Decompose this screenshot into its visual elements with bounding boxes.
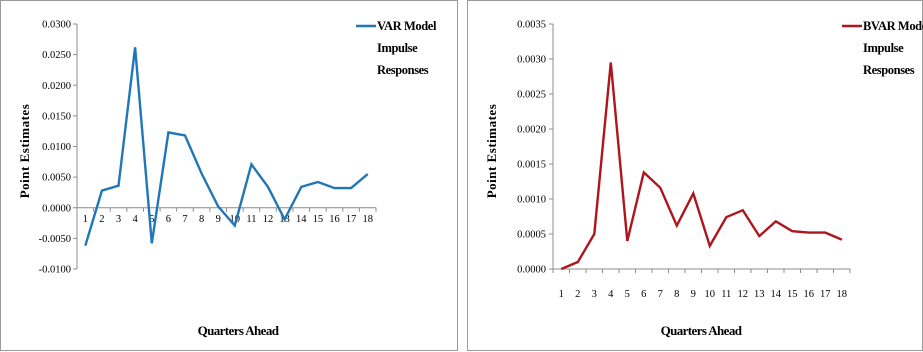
x-tick-label: 3: [116, 214, 121, 225]
y-tick-label: -0.0100: [39, 265, 71, 276]
x-tick-label: 7: [658, 289, 663, 300]
x-tick-label: 15: [313, 214, 324, 225]
x-tick-label: 17: [346, 214, 357, 225]
series-line: [561, 63, 842, 270]
x-tick-label: 4: [608, 289, 614, 300]
series-line: [85, 47, 367, 245]
x-tick-label: 4: [133, 214, 139, 225]
y-tick-label: 0.0020: [517, 125, 546, 136]
x-tick-label: 18: [837, 289, 848, 300]
x-tick-label: 17: [820, 289, 831, 300]
x-tick-label: 1: [83, 214, 88, 225]
legend-label: Impulse: [377, 41, 418, 55]
var-chart: 0.0300 0.0250 0.0200 0.0150 0.0100 0.0050 0.00…: [1, 1, 459, 352]
y-tick-label: 0.0150: [42, 111, 71, 122]
x-tick-label: 14: [771, 289, 782, 300]
x-tick-label: 5: [625, 289, 630, 300]
x-tick-label: 13: [754, 289, 765, 300]
y-tick-label: 0.0300: [42, 20, 71, 31]
y-tick-label: 0.0030: [517, 55, 546, 66]
y-tick-label: 0.0250: [42, 50, 71, 61]
x-tick-label: 11: [721, 289, 731, 300]
x-tick-label: 12: [738, 289, 749, 300]
x-tick-label: 18: [362, 214, 373, 225]
y-tick-label: 0.0200: [42, 81, 71, 92]
y-tick-label: 0.0000: [42, 203, 71, 214]
y-axis-title: Point Estimates: [484, 104, 499, 199]
x-tick-label: 16: [329, 214, 340, 225]
var-chart-panel: 0.0300 0.0250 0.0200 0.0150 0.0100 0.0050 0.00…: [0, 0, 458, 351]
x-tick-label: 10: [705, 289, 716, 300]
x-tick-label: 8: [199, 214, 204, 225]
x-tick-label: 9: [691, 289, 696, 300]
legend-label: BVAR Model: [863, 19, 923, 33]
y-tick-label: 0.0015: [517, 160, 546, 171]
x-tick-label: 8: [674, 289, 679, 300]
x-tick-label: 6: [166, 214, 171, 225]
y-tick-label: 0.0100: [42, 142, 71, 153]
x-tick-label: 12: [263, 214, 274, 225]
x-tick-label: 14: [296, 214, 307, 225]
y-tick-label: 0.0050: [42, 173, 71, 184]
legend-label: Responses: [377, 63, 429, 77]
x-tick-label: 16: [804, 289, 815, 300]
x-tick-label: 7: [182, 214, 187, 225]
x-tick-label: 3: [592, 289, 597, 300]
x-tick-label: 2: [99, 214, 104, 225]
y-tick-label: 0.0035: [517, 20, 546, 31]
bvar-chart: 0.0035 0.0030 0.0025 0.0020 0.0015 0.0010 0.00…: [468, 1, 923, 352]
y-tick-label: -0.0050: [39, 234, 71, 245]
y-tick-label: 0.0005: [517, 230, 546, 241]
bvar-chart-panel: 0.0035 0.0030 0.0025 0.0020 0.0015 0.0010 0.00…: [467, 0, 923, 351]
legend-label: VAR Model: [377, 19, 437, 33]
x-tick-label: 1: [559, 289, 564, 300]
x-axis-title: Quarters Ahead: [661, 323, 743, 338]
x-tick-label: 6: [641, 289, 646, 300]
x-tick-label: 11: [246, 214, 256, 225]
y-tick-label: 0.0010: [517, 195, 546, 206]
x-tick-label: 2: [575, 289, 580, 300]
legend-label: Impulse: [863, 41, 904, 55]
x-tick-label: 9: [216, 214, 221, 225]
x-axis-title: Quarters Ahead: [198, 323, 280, 338]
x-tick-label: 15: [787, 289, 798, 300]
y-tick-label: 0.0000: [517, 265, 546, 276]
legend-label: Responses: [863, 63, 915, 77]
y-tick-label: 0.0025: [517, 90, 546, 101]
y-axis-title: Point Estimates: [17, 104, 32, 199]
